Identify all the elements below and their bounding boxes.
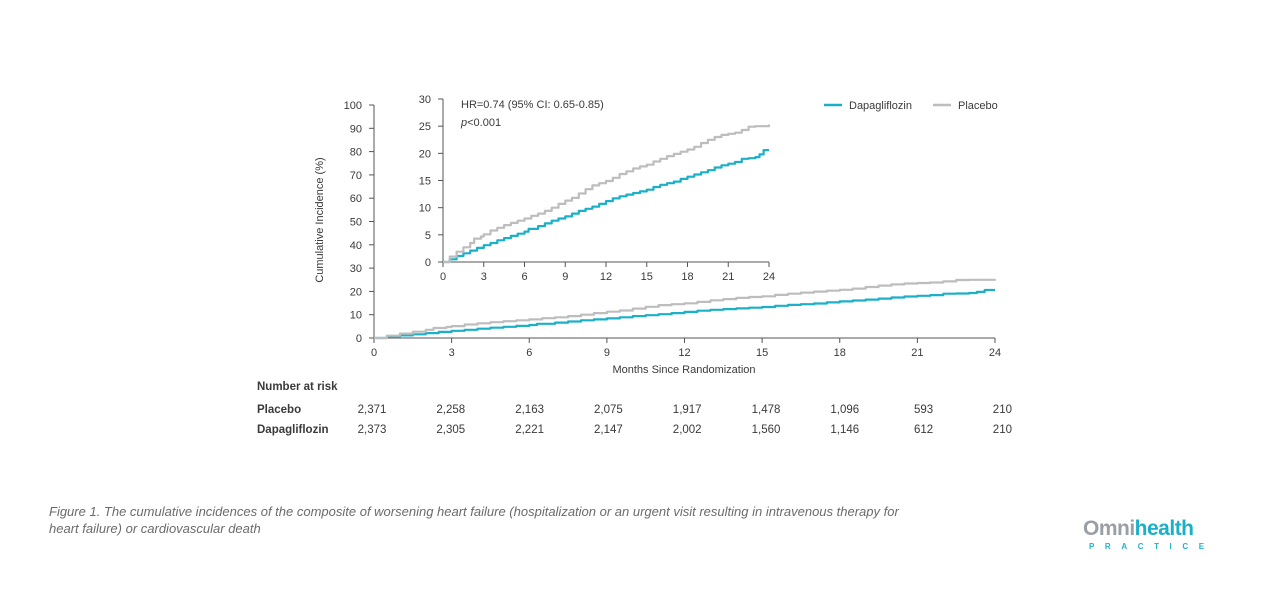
risk-row-value: 1,917 xyxy=(672,404,702,416)
main-y-tick-label: 80 xyxy=(350,147,362,159)
inset-series xyxy=(443,124,771,264)
risk-row-value: 1,146 xyxy=(830,424,860,436)
inset-y-tick-label: 25 xyxy=(419,121,431,133)
inset-y-tick-label: 20 xyxy=(419,148,431,160)
risk-row-value: 1,560 xyxy=(751,424,781,436)
risk-row-value: 593 xyxy=(914,404,934,416)
p-value: <0.001 xyxy=(467,117,501,129)
p-value-annotation: p<0.001 xyxy=(460,117,501,129)
main-y-tick-label: 10 xyxy=(350,310,362,322)
inset-x-tick-label: 6 xyxy=(521,271,527,283)
main-placebo-line xyxy=(374,278,997,340)
main-x-tick-label: 12 xyxy=(678,347,690,359)
inset-x-tick-label: 0 xyxy=(440,271,446,283)
risk-row-value: 1,478 xyxy=(751,404,781,416)
inset-x-tick-label: 15 xyxy=(641,271,653,283)
main-y-tick-label: 70 xyxy=(350,170,362,182)
risk-row-value: 1,096 xyxy=(830,404,860,416)
risk-row-value: 2,163 xyxy=(515,404,544,416)
inset-y-tick-label: 30 xyxy=(419,94,431,106)
risk-row-value: 210 xyxy=(992,404,1012,416)
legend: Dapagliflozin Placebo xyxy=(824,100,998,112)
inset-placebo-line xyxy=(443,124,771,264)
risk-row-label: Dapagliflozin xyxy=(257,424,329,436)
x-axis-label: Months Since Randomization xyxy=(612,364,755,376)
risk-row-value: 2,373 xyxy=(357,424,387,436)
inset-dapagliflozin-line xyxy=(443,149,769,264)
main-y-tick-label: 20 xyxy=(350,286,362,298)
risk-row-value: 210 xyxy=(992,424,1012,436)
inset-axes: 0 3 6 9 12 15 18 21 24 0 5 10 15 20 25 30 xyxy=(419,94,775,283)
legend-label-placebo: Placebo xyxy=(958,100,998,112)
main-x-tick-label: 6 xyxy=(526,347,532,359)
main-y-tick-label: 90 xyxy=(350,123,362,135)
main-y-tick-label: 0 xyxy=(356,333,362,345)
risk-row-value: 2,147 xyxy=(594,424,623,436)
risk-row-value: 2,305 xyxy=(436,424,466,436)
risk-row-label: Placebo xyxy=(257,404,302,416)
legend-label-dapagliflozin: Dapagliflozin xyxy=(849,100,912,112)
inset-x-tick-label: 24 xyxy=(763,271,775,283)
main-series xyxy=(374,278,997,340)
main-x-tick-label: 21 xyxy=(911,347,923,359)
main-x-tick-label: 24 xyxy=(989,347,1001,359)
main-x-tick-label: 3 xyxy=(449,347,455,359)
main-y-tick-label: 60 xyxy=(350,193,362,205)
figure-caption: Figure 1. The cumulative incidences of t… xyxy=(49,504,899,536)
main-x-tick-label: 15 xyxy=(756,347,768,359)
number-at-risk-heading: Number at risk xyxy=(257,381,338,393)
logo-part1: Omni xyxy=(1083,517,1135,540)
logo-subtitle: PRACTICE xyxy=(1089,542,1215,551)
main-y-tick-label: 40 xyxy=(350,240,362,252)
logo-wordmark: Omnihealth xyxy=(1083,517,1194,541)
risk-row-value: 2,002 xyxy=(672,424,702,436)
inset-y-tick-label: 0 xyxy=(425,257,431,269)
inset-x-tick-label: 3 xyxy=(481,271,487,283)
main-x-tick-label: 9 xyxy=(604,347,610,359)
risk-row-value: 612 xyxy=(914,424,934,436)
p-italic: p xyxy=(460,117,467,129)
main-y-tick-label: 100 xyxy=(344,100,362,112)
risk-row-value: 2,075 xyxy=(594,404,623,416)
inset-x-tick-label: 9 xyxy=(562,271,568,283)
risk-row-value: 2,221 xyxy=(515,424,544,436)
y-axis-label: Cumulative Incidence (%) xyxy=(314,157,326,282)
risk-row-value: 2,258 xyxy=(436,404,466,416)
inset-y-tick-label: 5 xyxy=(425,230,431,242)
main-y-tick-label: 30 xyxy=(350,263,362,275)
main-x-tick-label: 0 xyxy=(371,347,377,359)
logo-part2: health xyxy=(1134,517,1194,540)
main-dapagliflozin-line xyxy=(374,288,995,340)
main-y-tick-label: 50 xyxy=(350,217,362,229)
hazard-ratio-annotation: HR=0.74 (95% CI: 0.65-0.85) xyxy=(461,99,604,111)
omnihealth-logo: Omnihealth PRACTICE xyxy=(1083,517,1223,557)
inset-y-tick-label: 15 xyxy=(419,176,431,188)
inset-x-tick-label: 12 xyxy=(600,271,612,283)
main-x-tick-label: 18 xyxy=(834,347,846,359)
risk-row-value: 2,371 xyxy=(357,404,387,416)
inset-x-tick-label: 18 xyxy=(681,271,693,283)
inset-y-tick-label: 10 xyxy=(419,203,431,215)
inset-x-tick-label: 21 xyxy=(722,271,734,283)
